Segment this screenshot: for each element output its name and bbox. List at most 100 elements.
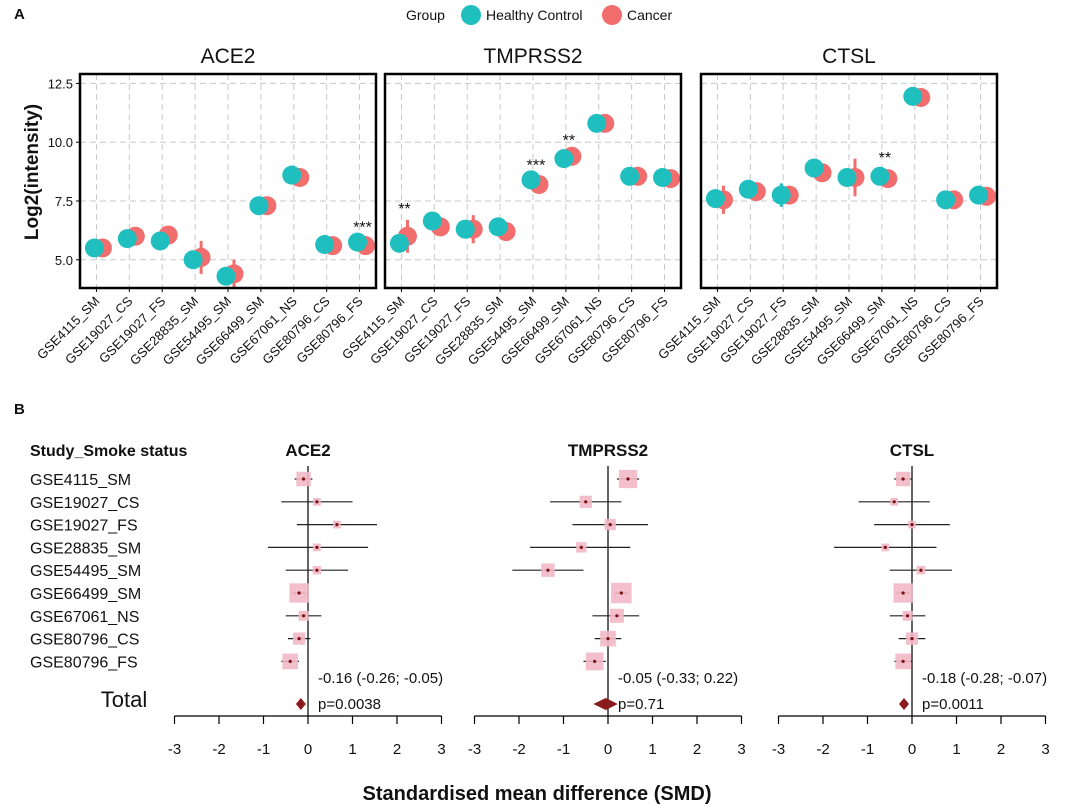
forest-ace2: ACE2 -0.16 (-0.26; -0.05) p=0.0038 -3 -2 -1 0 1… (168, 441, 446, 758)
study-point-estimate (901, 591, 905, 595)
x-tick-label: 0 (908, 741, 916, 758)
legend-title: Group (406, 7, 445, 23)
x-tick-label: 1 (348, 741, 356, 758)
point-healthy-control-gse19027-fs (455, 219, 475, 239)
panel-b-forest-plots: GSE4115_SM GSE19027_CS GSE19027_FS GSE28835… (30, 441, 1050, 758)
study-point-estimate (593, 659, 597, 664)
study-point-estimate (901, 477, 905, 481)
x-tick-label: 2 (693, 741, 701, 758)
study-point-estimate (297, 591, 301, 595)
study-label-gse28835-sm: GSE28835_SM (30, 540, 141, 557)
facet-tmprss2: TMPRSS2*******GSE4115_SMGSE19027_CSGSE19… (339, 45, 683, 368)
x-tick-label: 3 (737, 741, 745, 758)
point-healthy-control-gse54495-sm (521, 170, 541, 190)
y-tick-label: 10.0 (48, 135, 73, 150)
forest-x-axis-label: Standardised mean difference (SMD) (363, 783, 712, 805)
study-point-estimate (301, 477, 306, 481)
forest-tmprss2: TMPRSS2 -0.05 (-0.33; 0.22) p=0.71 -3 -2 -1 0 1… (468, 441, 746, 758)
facet-title-ctsl: CTSL (822, 45, 876, 68)
study-point-estimate (905, 614, 910, 618)
facet-ace2: ACE2***GSE4115_SMGSE19027_CSGSE19027_FSG… (34, 45, 378, 368)
x-tick-label: 0 (304, 741, 312, 758)
x-tick-label: -2 (212, 741, 225, 758)
x-tick-label: -3 (468, 741, 481, 758)
study-point-estimate (606, 637, 610, 641)
study-point-estimate (315, 568, 319, 572)
point-healthy-control-gse54495-sm (216, 266, 236, 286)
legend-healthy-control-label: Healthy Control (486, 7, 583, 23)
point-healthy-control-gse28835-sm (804, 158, 824, 178)
x-tick-label: 2 (997, 741, 1005, 758)
study-point-estimate (335, 523, 339, 527)
study-point-estimate (301, 614, 306, 618)
pooled-effect-diamond (295, 698, 306, 710)
point-healthy-control-gse80796-cs (936, 190, 956, 210)
forest-title-ace2: ACE2 (285, 441, 330, 460)
point-healthy-control-gse80796-fs (653, 167, 673, 187)
x-tick-label: -3 (168, 741, 181, 758)
panel-label-b: B (14, 401, 25, 418)
panel-label-a: A (14, 6, 25, 23)
significance-annotation: *** (527, 157, 546, 174)
study-point-estimate (584, 500, 588, 504)
point-healthy-control-gse19027-fs (150, 231, 170, 251)
x-tick-label: -2 (512, 741, 525, 758)
legend-cancer-label: Cancer (627, 7, 672, 23)
study-point-estimate (910, 637, 914, 641)
forest-ctsl: CTSL -0.18 (-0.28; -0.07) p=0.0011 -3 -2 -1 0 1… (772, 441, 1050, 758)
pooled-p-value: p=0.71 (618, 696, 664, 713)
pooled-effect-diamond (898, 698, 909, 710)
study-point-estimate (892, 500, 896, 504)
study-point-estimate (315, 500, 319, 504)
point-healthy-control-gse66499-sm (554, 149, 574, 169)
significance-annotation: ** (398, 201, 410, 218)
y-tick-label: 12.5 (48, 76, 73, 91)
study-label-gse4115-sm: GSE4115_SM (30, 472, 131, 489)
study-label-gse54495-sm: GSE54495_SM (30, 563, 141, 580)
point-healthy-control-gse4115-sm (705, 189, 725, 209)
forest-total-label: Total (101, 687, 147, 712)
point-healthy-control-gse4115-sm (84, 238, 104, 258)
facet-ctsl: CTSL**GSE4115_SMGSE19027_CSGSE19027_FSGS… (655, 45, 999, 368)
point-healthy-control-gse80796-cs (315, 234, 335, 254)
study-point-estimate (883, 545, 887, 550)
x-tick-label: -1 (861, 741, 874, 758)
pooled-smd-text: -0.05 (-0.33; 0.22) (618, 670, 738, 687)
point-healthy-control-gse19027-cs (738, 179, 758, 199)
study-point-estimate (619, 591, 623, 595)
point-healthy-control-gse80796-fs (348, 232, 368, 252)
point-healthy-control-gse67061-ns (903, 86, 923, 106)
legend: Group Healthy Control Cancer (406, 5, 672, 25)
point-healthy-control-gse4115-sm (389, 233, 409, 253)
significance-annotation: ** (563, 133, 575, 150)
point-healthy-control-gse67061-ns (282, 165, 302, 185)
study-label-gse66499-sm: GSE66499_SM (30, 586, 141, 603)
study-label-gse67061-ns: GSE67061_NS (30, 609, 139, 626)
study-point-estimate (297, 637, 301, 641)
x-tick-label: 3 (1041, 741, 1049, 758)
study-point-estimate (901, 659, 905, 664)
pooled-effect-diamond (593, 698, 618, 710)
legend-cancer-swatch (602, 5, 622, 25)
study-point-estimate (546, 568, 550, 572)
legend-healthy-control-swatch (461, 5, 481, 25)
x-tick-label: -1 (557, 741, 570, 758)
point-healthy-control-gse80796-cs (620, 166, 640, 186)
point-healthy-control-gse19027-fs (771, 185, 791, 205)
study-label-gse80796-fs: GSE80796_FS (30, 654, 138, 671)
study-point-estimate (626, 477, 630, 481)
y-tick-label: 7.5 (55, 194, 73, 209)
significance-annotation: *** (353, 220, 372, 237)
point-healthy-control-gse66499-sm (249, 196, 269, 216)
point-healthy-control-gse54495-sm (837, 167, 857, 187)
x-tick-label: -1 (257, 741, 270, 758)
significance-annotation: ** (879, 150, 891, 167)
x-tick-label: -2 (816, 741, 829, 758)
point-healthy-control-gse28835-sm (183, 250, 203, 270)
pooled-smd-text: -0.16 (-0.26; -0.05) (318, 670, 443, 687)
point-healthy-control-gse80796-fs (969, 185, 989, 205)
point-healthy-control-gse67061-ns (587, 113, 607, 133)
study-point-estimate (919, 568, 923, 572)
study-point-estimate (615, 614, 619, 618)
